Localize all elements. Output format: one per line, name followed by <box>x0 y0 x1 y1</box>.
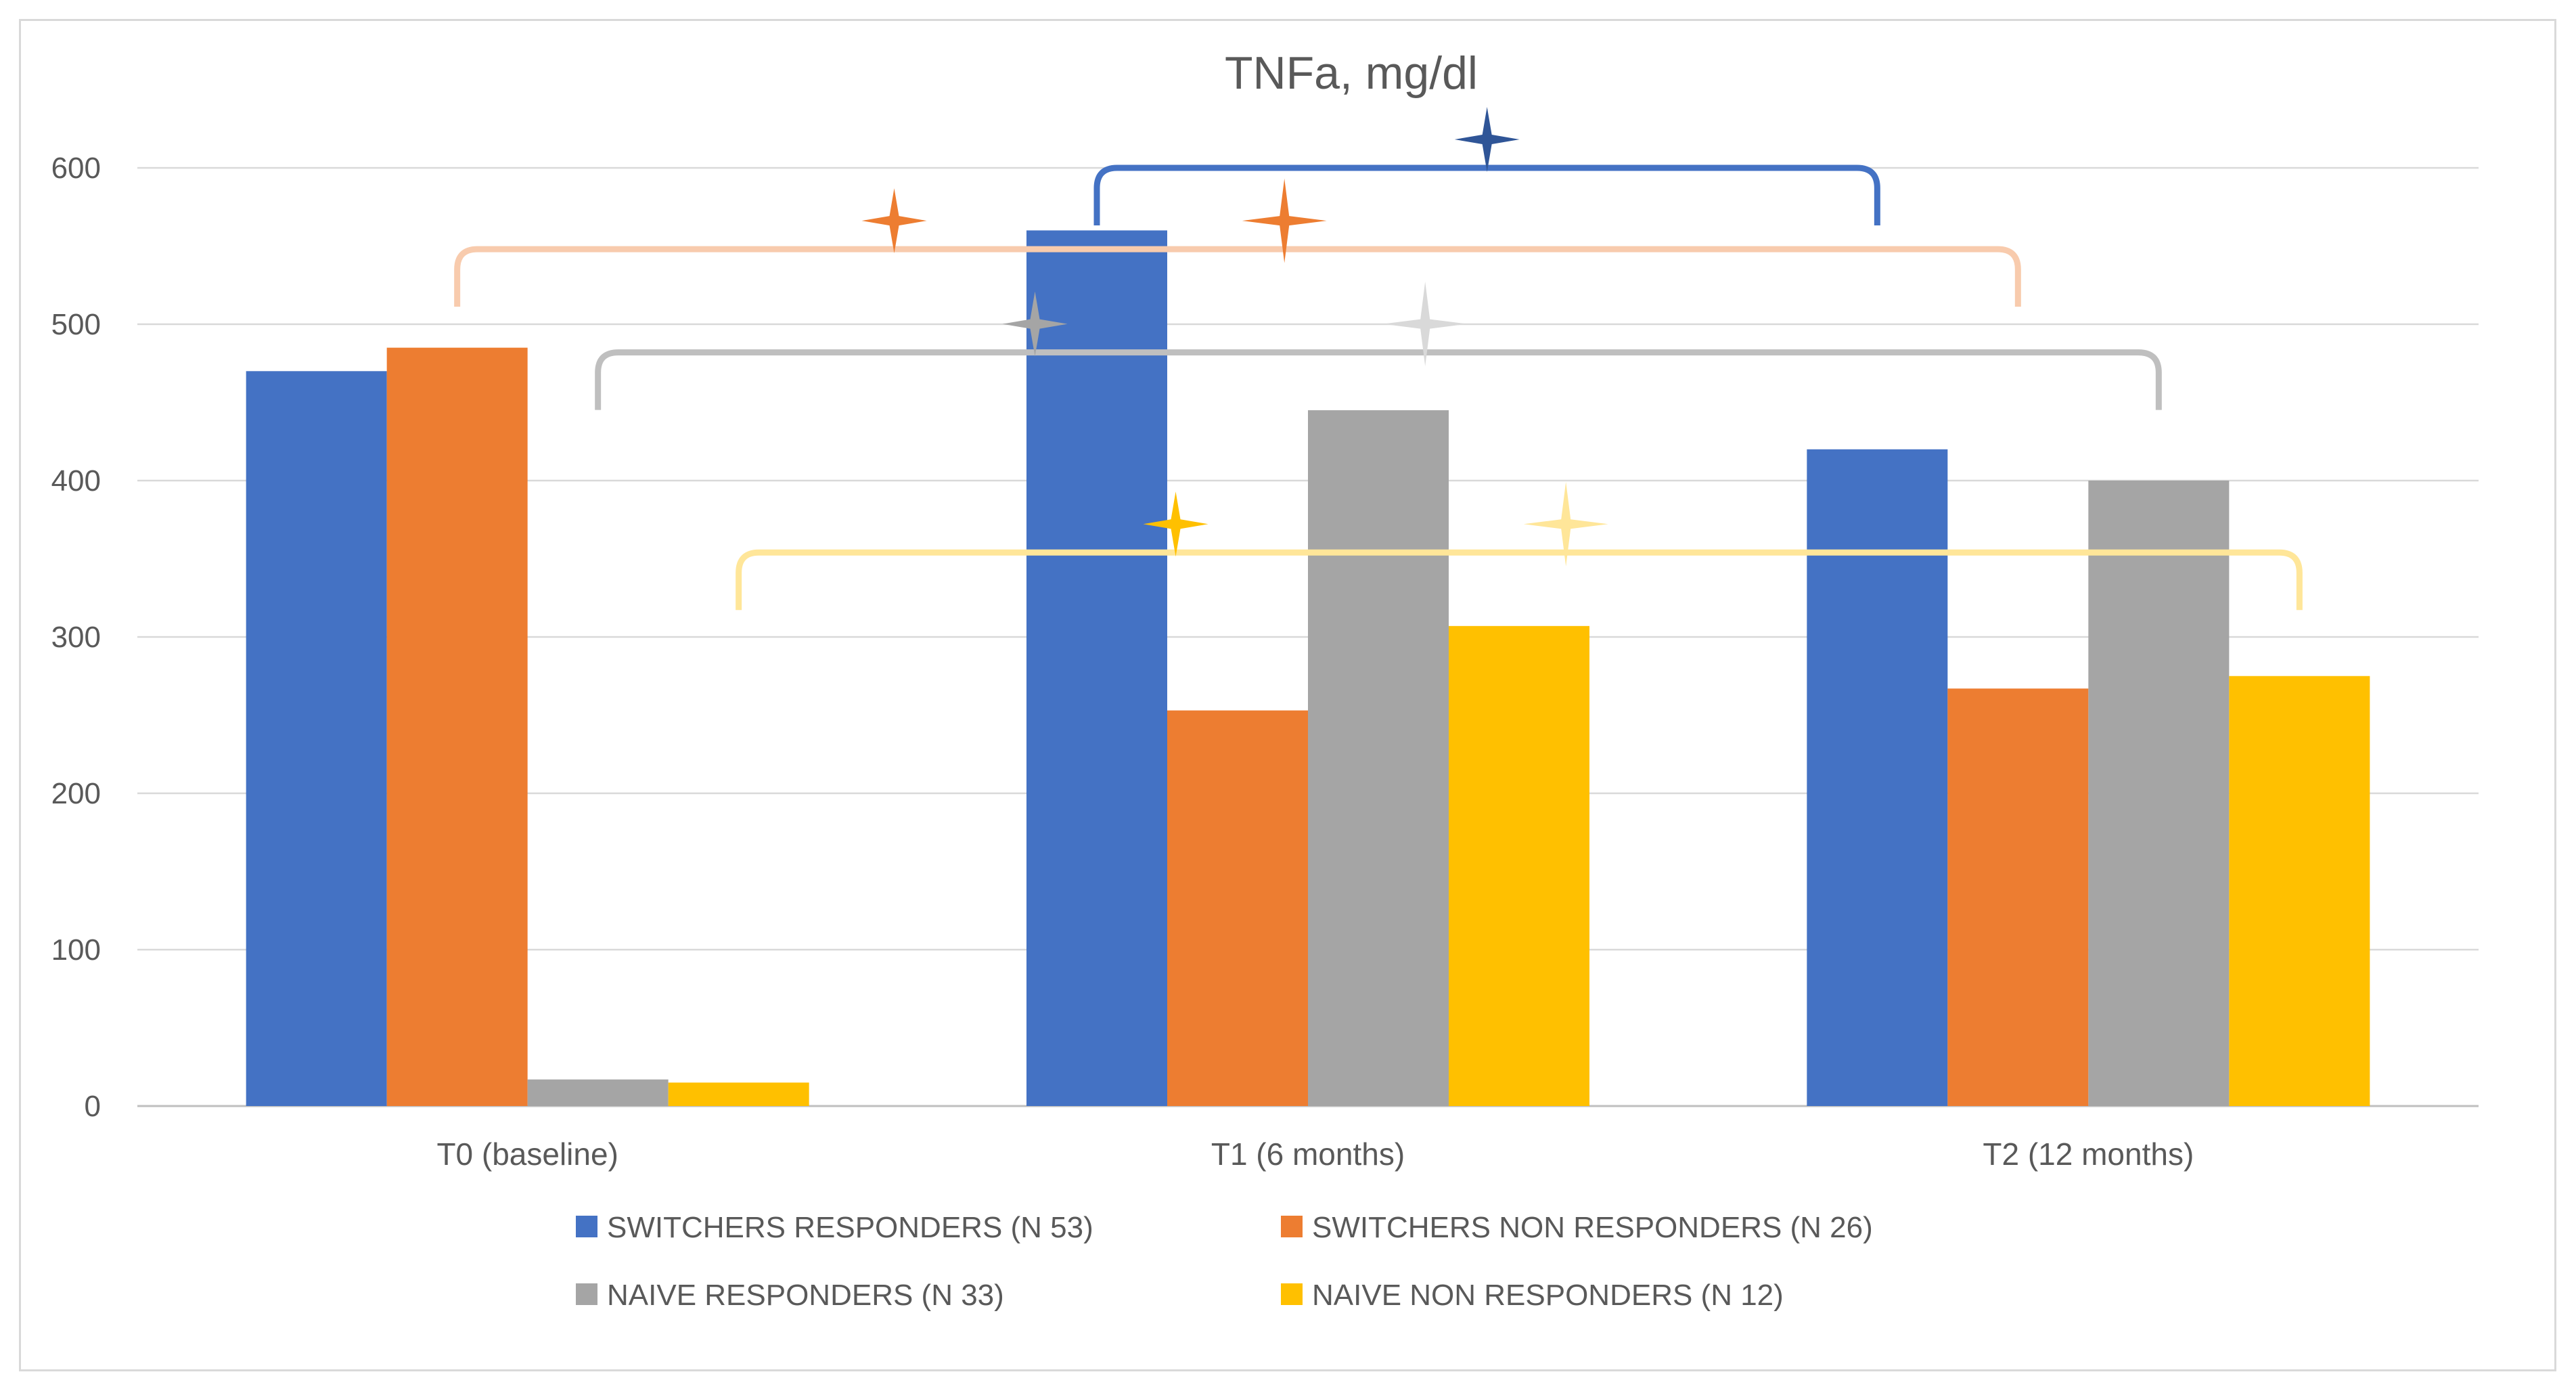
significance-star-icon <box>1002 291 1068 357</box>
significance-star-icon <box>1382 282 1468 366</box>
y-axis-ticks: 0 100 200 300 400 500 600 <box>51 152 101 1123</box>
legend-swatch <box>576 1283 597 1305</box>
significance-bracket <box>1093 164 1880 225</box>
y-tick-label: 200 <box>51 777 101 810</box>
legend-label: SWITCHERS RESPONDERS (N 53) <box>607 1211 1093 1244</box>
bar <box>1167 710 1308 1106</box>
bar <box>246 371 387 1106</box>
y-tick-label: 500 <box>51 308 101 341</box>
y-tick-label: 100 <box>51 933 101 967</box>
bar <box>2088 481 2230 1106</box>
legend: SWITCHERS RESPONDERS (N 53) SWITCHERS NON… <box>576 1211 1873 1312</box>
significance-star-icon <box>1242 178 1327 263</box>
bar <box>2229 676 2370 1106</box>
bar <box>1026 230 1167 1106</box>
legend-label: NAIVE NON RESPONDERS (N 12) <box>1312 1279 1784 1312</box>
significance-bracket <box>595 349 2162 410</box>
x-tick-label: T0 (baseline) <box>436 1136 618 1172</box>
bars <box>246 230 2370 1106</box>
y-tick-label: 300 <box>51 621 101 654</box>
x-tick-label: T1 (6 months) <box>1211 1136 1405 1172</box>
chart-title: TNFa, mg/dl <box>1225 47 1478 99</box>
bar <box>1947 688 2089 1106</box>
y-tick-label: 400 <box>51 464 101 498</box>
legend-label: NAIVE RESPONDERS (N 33) <box>607 1279 1004 1312</box>
y-tick-label: 600 <box>51 152 101 185</box>
x-axis-ticks: T0 (baseline) T1 (6 months) T2 (12 months) <box>436 1136 2194 1172</box>
x-tick-label: T2 (12 months) <box>1983 1136 2194 1172</box>
legend-swatch <box>576 1216 597 1237</box>
bar <box>1807 449 1948 1106</box>
bar-chart: TNFa, mg/dl 0 100 200 300 400 500 600 T0 (base… <box>51 47 2479 1312</box>
significance-star-icon <box>1143 491 1208 557</box>
bar <box>386 347 528 1106</box>
significance-brackets <box>454 107 2303 611</box>
y-tick-label: 0 <box>85 1090 101 1123</box>
legend-label: SWITCHERS NON RESPONDERS (N 26) <box>1312 1211 1873 1244</box>
bar <box>668 1082 809 1106</box>
legend-swatch <box>1281 1216 1303 1237</box>
bar <box>1449 625 1589 1106</box>
bar <box>527 1079 669 1106</box>
bar <box>1308 410 1449 1106</box>
legend-swatch <box>1281 1283 1303 1305</box>
significance-star-icon <box>861 188 927 254</box>
chart-frame: TNFa, mg/dl 0 100 200 300 400 500 600 T0 (base… <box>19 19 2556 1371</box>
significance-bracket <box>736 549 2303 611</box>
significance-star-icon <box>1523 481 1608 567</box>
significance-star-icon <box>1454 107 1520 172</box>
significance-bracket <box>454 246 2021 307</box>
